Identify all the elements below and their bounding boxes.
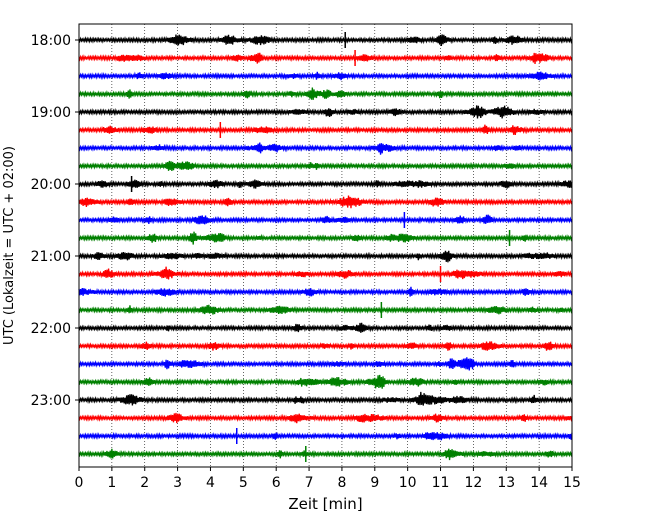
y-tick-label: 18:00 xyxy=(31,33,71,49)
trace-row xyxy=(78,357,573,371)
x-tick-label: 10 xyxy=(399,475,417,491)
y-axis: 18:00 19:00 20:00 21:00 22:00 23:00 xyxy=(31,33,79,409)
trace-row xyxy=(78,34,573,47)
x-tick-label: 7 xyxy=(305,475,314,491)
plot-frame xyxy=(78,23,573,468)
x-tick-label: 1 xyxy=(107,475,116,491)
grid-lines xyxy=(111,24,540,467)
x-tick-label: 5 xyxy=(239,475,248,491)
trace-row xyxy=(78,266,573,280)
x-tick-label: 11 xyxy=(432,475,450,491)
y-tick-label: 22:00 xyxy=(31,321,71,337)
trace-row xyxy=(78,391,573,406)
x-tick-label: 4 xyxy=(206,475,215,491)
x-tick-label: 6 xyxy=(272,475,281,491)
trace-row xyxy=(78,142,573,155)
x-tick-label: 0 xyxy=(75,475,84,491)
x-axis: 0 1 2 3 4 5 6 7 8 9 10 11 12 13 14 15 xyxy=(75,467,581,491)
x-tick-label: 13 xyxy=(497,475,515,491)
x-tick-label: 8 xyxy=(337,475,346,491)
trace-row xyxy=(78,214,573,225)
trace-row xyxy=(78,304,573,315)
trace-row xyxy=(78,52,573,65)
trace-row xyxy=(78,341,573,351)
x-tick-label: 2 xyxy=(140,475,149,491)
y-tick-label: 21:00 xyxy=(31,249,71,265)
trace-row xyxy=(78,250,573,263)
y-tick-label: 19:00 xyxy=(31,105,71,121)
y-tick-label: 23:00 xyxy=(31,393,71,409)
x-tick-label: 14 xyxy=(530,475,548,491)
x-tick-label: 15 xyxy=(563,475,581,491)
trace-row xyxy=(78,431,573,441)
y-tick-label: 20:00 xyxy=(31,177,71,193)
trace-row xyxy=(78,179,573,189)
trace-row xyxy=(78,105,573,119)
trace-row xyxy=(78,286,573,297)
trace-row xyxy=(78,195,573,209)
trace-row xyxy=(78,448,573,461)
trace-row xyxy=(78,87,573,100)
x-tick-label: 9 xyxy=(370,475,379,491)
trace-row xyxy=(78,412,573,424)
trace-row xyxy=(78,160,573,171)
x-tick-label: 3 xyxy=(173,475,182,491)
y-axis-label: UTC (Lokalzeit = UTC + 02:00) xyxy=(2,146,17,345)
trace-row xyxy=(78,374,573,389)
trace-row xyxy=(78,124,573,135)
seismic-traces xyxy=(78,32,573,462)
x-axis-label: Zeit [min] xyxy=(288,495,362,513)
trace-row xyxy=(78,231,573,245)
trace-row xyxy=(78,71,573,81)
x-tick-label: 12 xyxy=(464,475,482,491)
trace-row xyxy=(78,322,573,333)
